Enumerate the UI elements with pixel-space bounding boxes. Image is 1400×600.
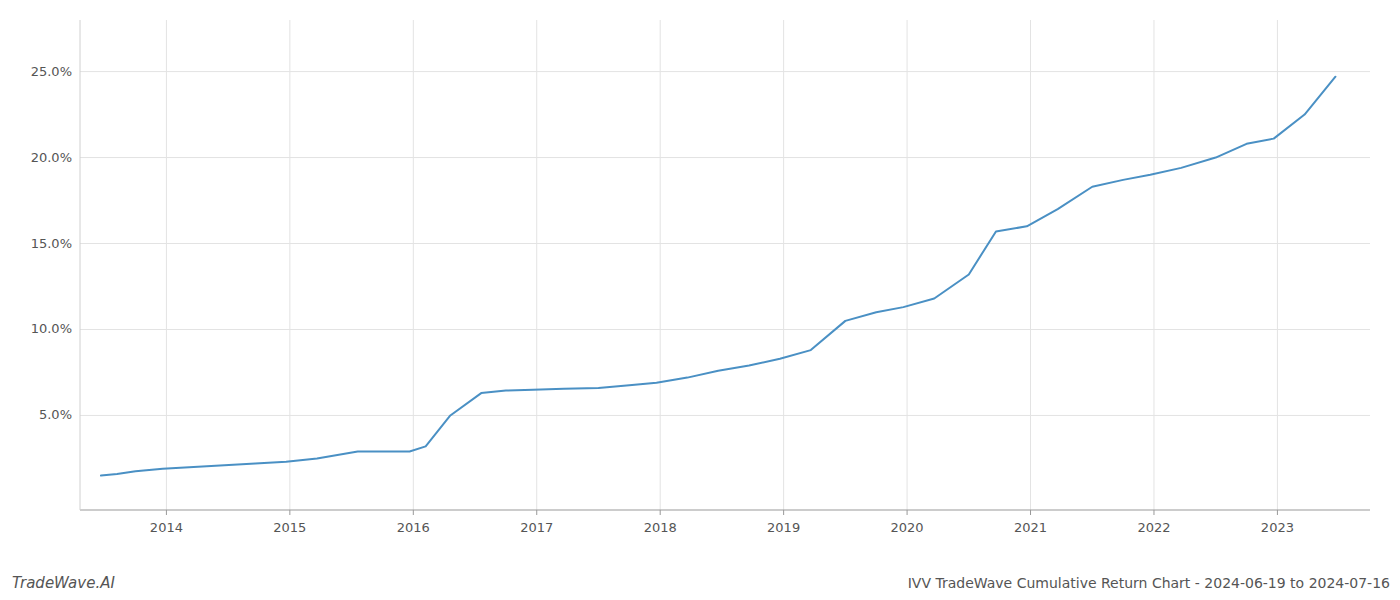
x-tick-label: 2017 xyxy=(520,520,553,535)
x-grid-line xyxy=(1153,20,1154,510)
x-tick xyxy=(783,510,784,515)
x-tick-label: 2019 xyxy=(767,520,800,535)
y-grid-line xyxy=(80,71,1370,72)
x-grid-line xyxy=(783,20,784,510)
data-line xyxy=(101,77,1335,476)
x-tick xyxy=(1153,510,1154,515)
x-tick-label: 2020 xyxy=(891,520,924,535)
background xyxy=(0,0,1400,600)
x-tick-label: 2022 xyxy=(1137,520,1170,535)
grid xyxy=(80,20,1370,510)
y-grid-line xyxy=(80,157,1370,158)
x-tick xyxy=(660,510,661,515)
x-axis-line xyxy=(80,510,1370,511)
x-tick xyxy=(1277,510,1278,515)
watermark: TradeWave.AI xyxy=(12,574,115,592)
axes: 2014 2015 2016 2017 2018 2019 2020 2021 2022 2023… xyxy=(31,20,1370,535)
y-axis-line xyxy=(80,20,81,510)
x-tick xyxy=(413,510,414,515)
x-tick-label: 2023 xyxy=(1261,520,1294,535)
plot-area xyxy=(101,77,1335,476)
x-grid-line xyxy=(166,20,167,510)
x-tick-label: 2021 xyxy=(1014,520,1047,535)
y-tick-label: 15.0% xyxy=(31,236,72,251)
y-tick-label: 20.0% xyxy=(31,150,72,165)
x-tick xyxy=(1030,510,1031,515)
x-tick xyxy=(536,510,537,515)
chart-svg: 2014 2015 2016 2017 2018 2019 2020 2021 2022 2023… xyxy=(0,0,1400,600)
y-tick-label: 10.0% xyxy=(31,321,72,336)
x-tick xyxy=(166,510,167,515)
title: IVV TradeWave Cumulative Return Chart - … xyxy=(908,575,1390,591)
x-grid-line xyxy=(1277,20,1278,510)
x-grid-line xyxy=(536,20,537,510)
chart-container: 2014 2015 2016 2017 2018 2019 2020 2021 2022 2023… xyxy=(0,0,1400,600)
x-tick xyxy=(907,510,908,515)
x-grid-line xyxy=(1030,20,1031,510)
y-tick-label: 25.0% xyxy=(31,64,72,79)
y-grid-line xyxy=(80,243,1370,244)
x-grid-line xyxy=(660,20,661,510)
x-tick-label: 2014 xyxy=(150,520,183,535)
x-grid-line xyxy=(413,20,414,510)
y-grid-line xyxy=(80,329,1370,330)
x-tick xyxy=(289,510,290,515)
x-tick-label: 2015 xyxy=(273,520,306,535)
x-tick-label: 2016 xyxy=(397,520,430,535)
y-grid-line xyxy=(80,415,1370,416)
y-tick-label: 5.0% xyxy=(39,407,72,422)
x-grid-line xyxy=(289,20,290,510)
x-tick-label: 2018 xyxy=(644,520,677,535)
x-grid-line xyxy=(907,20,908,510)
